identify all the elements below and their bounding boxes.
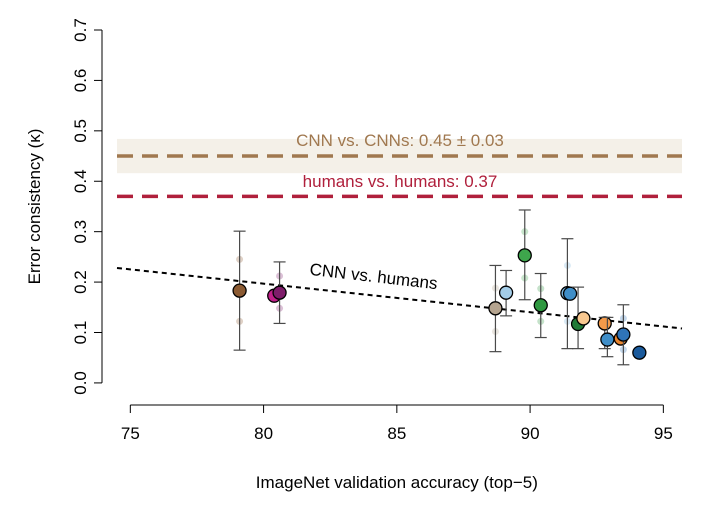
model-7 bbox=[533, 272, 548, 339]
y-axis-title: Error consistency (κ) bbox=[25, 129, 44, 285]
model-3-marker bbox=[272, 285, 287, 300]
model-16-marker bbox=[632, 345, 647, 360]
x-tick-label: 75 bbox=[121, 424, 140, 443]
model-3 bbox=[272, 261, 287, 325]
model-4 bbox=[488, 264, 503, 353]
y-tick-label: 0.4 bbox=[71, 169, 90, 193]
y-tick-label: 0.2 bbox=[71, 270, 90, 294]
model-6-marker bbox=[517, 248, 532, 263]
model-1 bbox=[232, 230, 247, 351]
y-tick-label: 0.0 bbox=[71, 371, 90, 395]
model-9-marker bbox=[562, 286, 578, 301]
model-11-marker bbox=[576, 311, 591, 326]
model-15-marker bbox=[616, 327, 631, 342]
trend-line-layer bbox=[116, 266, 683, 330]
model-11 bbox=[576, 311, 591, 326]
model-6 bbox=[517, 209, 532, 301]
model-9 bbox=[562, 286, 578, 301]
model-15 bbox=[616, 304, 631, 366]
model-7-marker bbox=[533, 298, 548, 313]
model-1-marker bbox=[232, 283, 247, 298]
x-tick-label: 85 bbox=[387, 424, 406, 443]
y-tick-label: 0.1 bbox=[71, 321, 90, 345]
x-ticks: 75 80 85 90 95 bbox=[121, 405, 673, 443]
model-16 bbox=[632, 345, 647, 360]
model-5-marker bbox=[498, 285, 514, 300]
cnn-vs-humans-label: CNN vs. humans bbox=[309, 260, 439, 293]
model-4-marker bbox=[488, 301, 503, 316]
y-ticks: 0.0 0.1 0.2 0.3 0.4 0.5 0.6 0.7 bbox=[71, 18, 102, 395]
model-5 bbox=[498, 269, 514, 317]
humans-vs-humans-label: humans vs. humans: 0.37 bbox=[303, 172, 498, 191]
model-13-marker bbox=[600, 332, 615, 347]
y-tick-label: 0.6 bbox=[71, 69, 90, 93]
x-tick-label: 90 bbox=[521, 424, 540, 443]
y-tick-label: 0.7 bbox=[71, 18, 90, 42]
cnn-vs-humans-trend-line bbox=[116, 266, 683, 330]
reference-lines-layer bbox=[117, 154, 682, 199]
x-tick-label: 80 bbox=[254, 424, 273, 443]
data-points-layer bbox=[232, 209, 647, 366]
cnn-vs-cnns-label: CNN vs. CNNs: 0.45 ± 0.03 bbox=[296, 131, 504, 150]
y-tick-label: 0.5 bbox=[71, 119, 90, 143]
model-12-marker bbox=[597, 316, 612, 331]
x-tick-label: 95 bbox=[654, 424, 673, 443]
x-axis-title: ImageNet validation accuracy (top−5) bbox=[256, 473, 538, 492]
y-tick-label: 0.3 bbox=[71, 220, 90, 244]
